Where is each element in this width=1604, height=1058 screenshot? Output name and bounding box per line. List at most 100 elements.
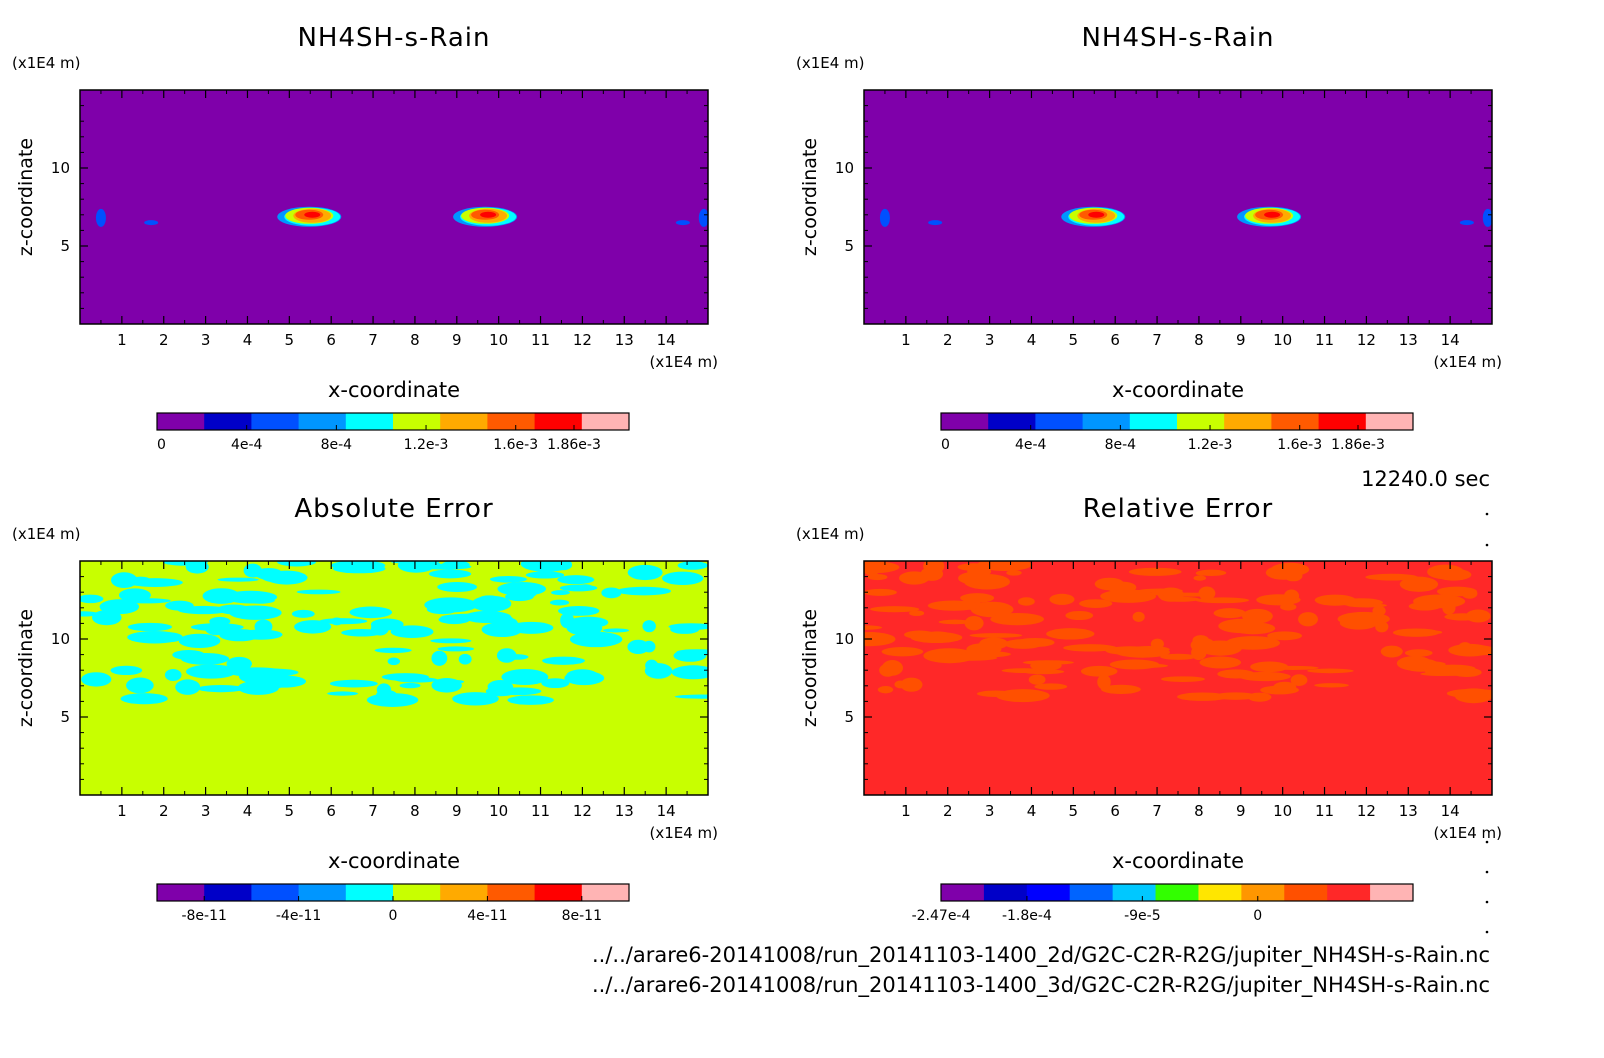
colorbar-swatch (1327, 884, 1371, 901)
error-blob (479, 595, 499, 601)
error-blob (1023, 660, 1074, 665)
x-tick-label: 4 (1027, 802, 1037, 820)
rain-fringe-4 (928, 220, 943, 226)
error-blob (437, 582, 478, 592)
y-unit-label: (x1E4 m) (796, 525, 865, 543)
x-tick-label: 8 (1194, 802, 1204, 820)
y-axis-label: z-coordinate (799, 138, 821, 256)
colorbar-swatch (941, 413, 989, 430)
error-blob (504, 654, 529, 660)
error-blob (1413, 594, 1466, 609)
error-blob (549, 599, 570, 606)
error-blob (376, 683, 392, 696)
error-blob (560, 612, 575, 629)
error-blob (1046, 628, 1095, 640)
x-tick-label: 7 (1152, 331, 1162, 349)
y-axis-label: z-coordinate (15, 138, 37, 256)
chart-panel-3: Absolute Error(x1E4 m)1 2 3 4 5 6 7 8 9 10 11 12 13 1… (12, 494, 718, 924)
error-blob (602, 628, 630, 633)
error-blob (329, 679, 378, 688)
colorbar-swatch (157, 884, 205, 901)
chart-title: Absolute Error (294, 494, 493, 524)
error-blob (1006, 570, 1022, 576)
x-tick-label: 2 (943, 331, 953, 349)
x-tick-label: 3 (201, 331, 211, 349)
error-blob (1380, 645, 1403, 658)
x-tick-label: 10 (1273, 331, 1292, 349)
error-blob (969, 633, 1023, 638)
error-blob (1213, 608, 1246, 619)
x-tick-label: 8 (410, 802, 420, 820)
error-blob (495, 687, 542, 696)
error-blob (1160, 676, 1205, 682)
colorbar-swatch (298, 884, 347, 901)
error-blob (864, 632, 896, 647)
x-tick-label: 14 (1441, 331, 1460, 349)
colorbar-frame (940, 883, 1414, 902)
error-blob (172, 649, 205, 660)
error-blob (337, 618, 354, 624)
error-blob (430, 638, 472, 644)
error-blob (1267, 631, 1303, 641)
colorbar-swatch (534, 884, 583, 901)
error-blob (542, 656, 585, 665)
error-blob (331, 561, 386, 571)
error-blob (500, 615, 513, 622)
error-blob (670, 624, 700, 634)
colorbar-swatch (204, 884, 252, 901)
colorbar-swatch (298, 413, 347, 430)
error-blob (110, 572, 138, 588)
colorbar-tick-label: 0 (157, 437, 166, 453)
x-unit-label: (x1E4 m) (649, 824, 718, 842)
error-blob (616, 586, 672, 596)
error-blob (246, 668, 299, 677)
error-blob (243, 563, 262, 578)
error-blob (390, 625, 434, 639)
error-blob (110, 665, 143, 676)
error-blob (1307, 668, 1354, 674)
error-blob (1132, 611, 1145, 622)
colorbar-swatch (1370, 884, 1414, 901)
margin-dot (1485, 840, 1489, 844)
colorbar-swatch (393, 413, 441, 430)
error-blob (1028, 674, 1046, 685)
error-blob (964, 615, 984, 631)
error-blob (265, 570, 308, 585)
error-blob (958, 571, 990, 585)
error-blob (864, 588, 897, 596)
y-unit-label: (x1E4 m) (12, 525, 81, 543)
colorbar-swatch (393, 884, 441, 901)
x-unit-label: (x1E4 m) (649, 353, 718, 371)
error-blob (1195, 597, 1250, 604)
error-blob (627, 639, 650, 655)
x-tick-label: 11 (531, 331, 550, 349)
error-blob (254, 619, 273, 634)
error-blob (662, 571, 704, 586)
x-tick-label: 7 (368, 331, 378, 349)
chart-title: Relative Error (1083, 494, 1274, 524)
chart-title: NH4SH-s-Rain (1081, 23, 1274, 53)
colorbar: -8e-11 -4e-11 0 4e-11 8e-11 (156, 883, 630, 924)
margin-dot (1485, 512, 1489, 516)
x-tick-label: 1 (901, 331, 911, 349)
colorbar-swatch (988, 413, 1036, 430)
colorbar-swatch (941, 884, 985, 901)
x-tick-label: 11 (1315, 331, 1334, 349)
x-axis-label: x-coordinate (328, 378, 460, 402)
error-blob (226, 656, 252, 671)
error-blob (564, 671, 605, 686)
x-tick-label: 6 (1110, 331, 1120, 349)
rain-fringe-5 (1459, 220, 1474, 226)
x-unit-label: (x1E4 m) (1433, 353, 1502, 371)
error-blob (900, 677, 923, 692)
plot-area (80, 90, 708, 324)
error-blob (177, 605, 230, 615)
error-blob (349, 606, 393, 619)
x-tick-label: 10 (1273, 802, 1292, 820)
colorbar-swatch (581, 413, 630, 430)
error-blob (881, 647, 924, 657)
colorbar-tick-label: 1.86e-3 (547, 437, 601, 453)
error-blob (578, 584, 593, 591)
x-tick-label: 4 (1027, 331, 1037, 349)
